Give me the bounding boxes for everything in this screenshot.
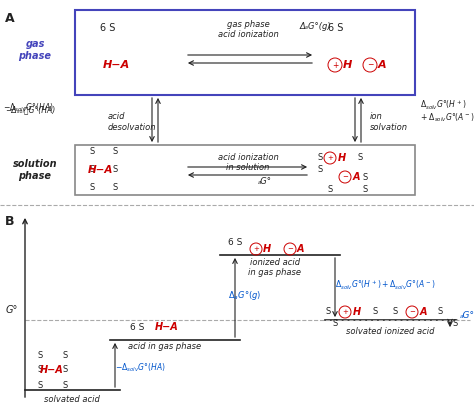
Bar [75,145,415,195]
Text: ion
solvation: ion solvation [370,112,408,132]
Text: −: − [367,61,373,70]
Text: S: S [37,366,43,375]
Text: S: S [332,319,337,328]
Text: S: S [363,173,368,182]
Text: +: + [253,246,259,252]
Text: S: S [63,380,68,389]
Text: solution
phase: solution phase [13,159,57,181]
Text: A: A [420,307,428,317]
Text: S: S [90,166,95,175]
Text: S: S [90,148,95,157]
Text: B: B [5,215,15,228]
Text: A: A [378,60,387,70]
Text: S: S [90,184,95,193]
Text: $\Delta_a G°(g)$: $\Delta_a G°(g)$ [228,288,262,301]
Text: +: + [327,155,333,161]
Text: −: − [287,246,293,252]
Text: ΔₐG°(g): ΔₐG°(g) [300,22,332,31]
Text: S: S [357,153,363,162]
Text: H−A: H−A [87,165,113,175]
Text: $-\Delta_{solv}G°(HA)$: $-\Delta_{solv}G°(HA)$ [115,362,165,374]
Text: S: S [63,366,68,375]
Text: H−A: H−A [40,365,64,375]
Text: S: S [392,308,398,317]
Text: +: + [342,309,348,315]
Text: 6 S: 6 S [100,23,115,33]
Text: S: S [452,319,457,328]
Text: solvated acid: solvated acid [44,395,100,404]
Text: H: H [343,60,352,70]
Text: S: S [37,380,43,389]
Text: H−A: H−A [103,60,130,70]
Text: +: + [332,61,338,70]
Text: H: H [263,244,271,254]
Text: −: − [409,309,415,315]
Text: 6 S: 6 S [130,323,145,332]
Text: gas phase
acid ionization: gas phase acid ionization [218,20,278,39]
Text: S: S [112,184,118,193]
Text: ionized acid
in gas phase: ionized acid in gas phase [248,258,301,277]
Bar [75,10,415,95]
Text: S: S [325,308,331,317]
Text: acid
desolvation: acid desolvation [108,112,156,132]
Text: S: S [63,351,68,360]
Text: −: − [342,174,348,180]
Text: H: H [353,307,361,317]
Text: A: A [5,12,15,25]
Text: S: S [363,186,368,195]
Text: S: S [112,166,118,175]
Text: ₐG°: ₐG° [258,177,272,186]
Text: 6 S: 6 S [228,238,242,247]
Text: gas
phase: gas phase [18,39,52,61]
Text: $\Delta_{solv}G°(H^+) + \Delta_{solv}G°(A^-)$: $\Delta_{solv}G°(H^+) + \Delta_{solv}G°(… [335,279,436,292]
Text: 6 S: 6 S [328,23,343,33]
Text: $+\ \Delta_{solv}G°(A^-)$: $+\ \Delta_{solv}G°(A^-)$ [420,112,474,124]
Text: S: S [328,186,333,195]
Text: G°: G° [6,305,18,315]
Text: acid in gas phase: acid in gas phase [128,342,201,351]
Text: A: A [353,172,361,182]
Text: −ΔₛₒₗᵰG°(HA): −ΔₛₒₗᵰG°(HA) [5,106,55,115]
Text: S: S [37,351,43,360]
Text: solvated ionized acid: solvated ionized acid [346,327,434,336]
Text: ₐG°: ₐG° [460,312,474,321]
Text: S: S [318,153,323,162]
Text: S: S [318,166,323,175]
Text: acid ionization
in solution: acid ionization in solution [218,153,278,173]
Text: S: S [438,308,443,317]
Text: A: A [297,244,304,254]
Text: H: H [338,153,346,163]
Text: $-\Delta_{solv}G°(HA)$: $-\Delta_{solv}G°(HA)$ [3,102,54,114]
Text: $\Delta_{solv}G°(H^+)$: $\Delta_{solv}G°(H^+)$ [420,99,466,112]
Text: H−A: H−A [155,322,179,332]
Text: S: S [373,308,378,317]
Text: S: S [112,148,118,157]
